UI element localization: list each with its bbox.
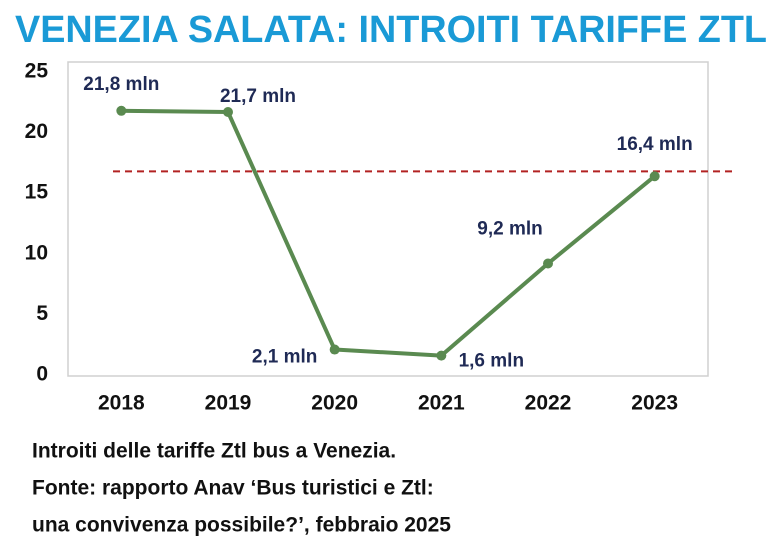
value-label: 21,7 mln <box>220 86 296 107</box>
data-point <box>649 171 660 182</box>
y-tick-label: 15 <box>25 181 49 204</box>
caption-line: Fonte: rapporto Anav ‘Bus turistici e Zt… <box>32 477 434 500</box>
x-tick-label: 2018 <box>98 392 145 415</box>
chart-title: VENEZIA SALATA: INTROITI TARIFFE ZTL <box>15 9 767 51</box>
y-tick-label: 25 <box>25 60 49 83</box>
value-label: 1,6 mln <box>459 351 524 372</box>
x-tick-label: 2020 <box>311 392 358 415</box>
caption-line: una convivenza possibile?’, febbraio 202… <box>32 514 451 537</box>
y-tick-label: 0 <box>36 363 48 386</box>
data-point <box>543 258 553 269</box>
value-label: 9,2 mln <box>477 219 542 240</box>
y-tick-label: 5 <box>36 302 48 325</box>
data-point <box>223 106 233 117</box>
data-point <box>329 344 340 355</box>
y-tick-label: 10 <box>25 241 48 264</box>
caption-line: Introiti delle tariffe Ztl bus a Venezia… <box>32 440 396 463</box>
data-point <box>116 105 127 116</box>
x-tick-label: 2019 <box>205 392 252 415</box>
x-tick-label: 2021 <box>418 392 465 415</box>
line-series <box>121 108 656 358</box>
y-tick-label: 20 <box>25 120 48 143</box>
value-label: 16,4 mln <box>617 134 693 155</box>
data-point <box>436 350 447 361</box>
x-tick-label: 2023 <box>631 392 678 415</box>
value-label: 21,8 mln <box>83 74 159 95</box>
value-label: 2,1 mln <box>252 347 317 368</box>
x-tick-label: 2022 <box>525 392 572 415</box>
plot-frame <box>67 61 709 377</box>
